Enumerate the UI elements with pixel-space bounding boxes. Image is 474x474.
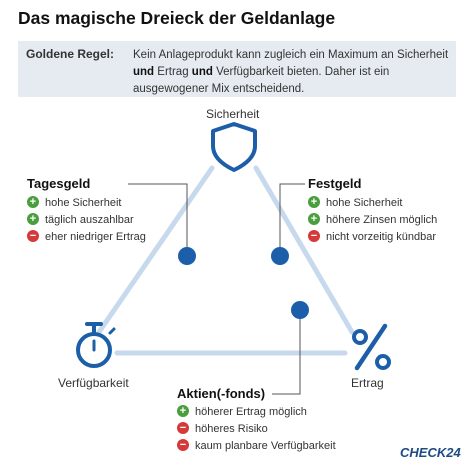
festgeld-item: + höhere Zinsen möglich xyxy=(308,213,437,227)
group-title-festgeld: Festgeld xyxy=(308,176,362,191)
group-title-tagesgeld: Tagesgeld xyxy=(27,176,91,191)
item-text: hohe Sicherheit xyxy=(45,197,122,209)
brand-logo: CHECK24 xyxy=(400,445,461,460)
plus-icon: + xyxy=(27,196,39,209)
plus-icon: + xyxy=(177,405,189,418)
tagesgeld-item: + täglich auszahlbar xyxy=(27,213,134,227)
aktien-item: + höherer Ertrag möglich xyxy=(177,405,307,419)
tagesgeld-item: + hohe Sicherheit xyxy=(27,196,121,210)
minus-icon: − xyxy=(27,230,39,243)
rule-seg-4: Verfügbarkeit bieten. Daher ist ein ausg… xyxy=(133,66,390,95)
stopwatch-icon xyxy=(76,322,116,368)
rule-seg-3: und xyxy=(191,66,213,78)
minus-icon: − xyxy=(177,422,189,435)
festgeld-item: + hohe Sicherheit xyxy=(308,196,402,210)
minus-icon: − xyxy=(308,230,320,243)
minus-icon: − xyxy=(177,439,189,452)
leader-tagesgeld xyxy=(128,183,188,256)
triangle-edge-right xyxy=(253,165,355,335)
triangle-edge-left xyxy=(96,165,215,335)
item-text: nicht vorzeitig kündbar xyxy=(326,231,437,243)
plus-icon: + xyxy=(308,213,320,226)
rule-seg-2: Ertrag xyxy=(154,66,192,78)
page-title: Das magische Dreieck der Geldanlage xyxy=(18,8,336,28)
item-text: höheres Risiko xyxy=(195,423,268,435)
aktien-item: − kaum planbare Verfügbarkeit xyxy=(177,439,336,453)
aktien-item: − höheres Risiko xyxy=(177,422,268,436)
item-text: höherer Ertrag möglich xyxy=(195,406,307,418)
plus-icon: + xyxy=(308,196,320,209)
leader-aktien xyxy=(272,310,301,395)
item-text: kaum planbare Verfügbarkeit xyxy=(195,440,336,452)
leader-lines xyxy=(128,183,305,395)
node-label-sicherheit: Sicherheit xyxy=(206,107,260,121)
leader-festgeld xyxy=(279,183,305,256)
item-text: höhere Zinsen möglich xyxy=(326,214,438,226)
golden-rule-text: Kein Anlageprodukt kann zugleich ein Max… xyxy=(133,47,451,98)
group-title-aktien: Aktien(-fonds) xyxy=(173,386,270,401)
triangle-lines xyxy=(96,165,355,356)
festgeld-item: − nicht vorzeitig kündbar xyxy=(308,230,436,244)
rule-seg-0: Kein Anlageprodukt kann zugleich ein Max… xyxy=(133,49,449,61)
tagesgeld-item: − eher niedriger Ertrag xyxy=(27,230,146,244)
node-label-ertrag: Ertrag xyxy=(351,376,384,390)
item-text: täglich auszahlbar xyxy=(45,214,134,226)
item-text: hohe Sicherheit xyxy=(326,197,403,209)
aktien-dot xyxy=(291,301,309,319)
node-label-verfuegbarkeit: Verfügbarkeit xyxy=(58,376,129,390)
shield-icon xyxy=(211,122,257,172)
festgeld-dot xyxy=(271,247,289,265)
tagesgeld-dot xyxy=(178,247,196,265)
item-text: eher niedriger Ertrag xyxy=(45,231,146,243)
plus-icon: + xyxy=(27,213,39,226)
golden-rule-box: Goldene Regel: Kein Anlageprodukt kann z… xyxy=(18,41,456,97)
rule-seg-1: und xyxy=(133,66,155,78)
percent-icon xyxy=(352,323,391,371)
golden-rule-label: Goldene Regel: xyxy=(26,47,115,61)
